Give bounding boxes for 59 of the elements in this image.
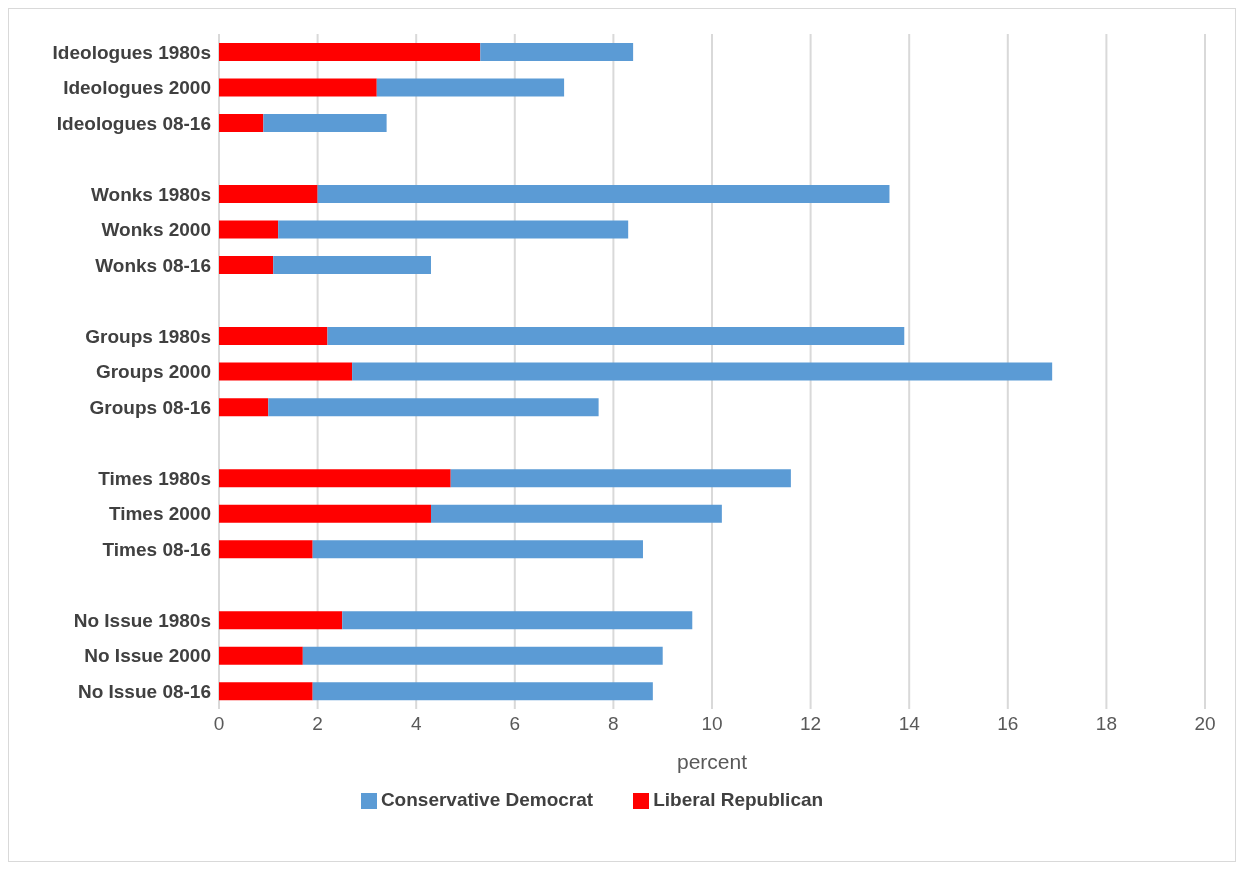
bar <box>219 327 328 346</box>
y-tick-label: No Issue 2000 <box>84 645 211 667</box>
bar <box>219 256 274 275</box>
y-tick-label: Wonks 2000 <box>101 219 211 241</box>
bar <box>219 540 313 559</box>
bar <box>219 184 318 203</box>
bar <box>317 184 890 203</box>
bar <box>376 78 565 97</box>
bar <box>352 362 1053 381</box>
bar <box>219 398 269 417</box>
y-tick-label: Times 2000 <box>108 503 211 525</box>
bar <box>273 256 431 275</box>
y-tick-label: No Issue 08-16 <box>77 680 211 702</box>
bar <box>263 113 387 132</box>
bar <box>219 646 303 665</box>
bar <box>327 327 905 346</box>
y-tick-label: Ideologues 08-16 <box>56 112 211 134</box>
bar <box>268 398 599 417</box>
x-tick-label: 8 <box>608 713 619 735</box>
bar <box>302 646 663 665</box>
x-tick-label: 12 <box>800 713 822 735</box>
bar <box>219 504 431 523</box>
y-tick-label: No Issue 1980s <box>73 609 211 631</box>
legend-label: Conservative Democrat <box>380 789 594 810</box>
x-tick-label: 16 <box>997 713 1019 735</box>
bar <box>278 220 629 239</box>
x-tick-label: 18 <box>1095 713 1117 735</box>
x-tick-label: 0 <box>213 713 225 735</box>
x-tick-label: 20 <box>1194 713 1216 735</box>
bar <box>219 78 377 97</box>
bar <box>450 469 791 488</box>
y-tick-label: Groups 1980s <box>85 325 211 347</box>
bar <box>219 611 343 630</box>
bar <box>219 42 481 61</box>
legend-label: Liberal Republican <box>653 789 824 810</box>
y-tick-label: Groups 08-16 <box>89 396 211 418</box>
x-tick-label: 2 <box>312 713 323 735</box>
bar <box>342 611 693 630</box>
x-axis-title: percent <box>676 750 748 773</box>
y-tick-label: Times 08-16 <box>102 538 211 560</box>
y-tick-label: Groups 2000 <box>95 361 211 383</box>
bar <box>219 113 264 132</box>
bar <box>219 469 451 488</box>
x-tick-label: 4 <box>410 713 422 735</box>
x-tick-label: 14 <box>898 713 921 735</box>
y-tick-label: Wonks 1980s <box>90 183 211 205</box>
y-tick-label: Times 1980s <box>98 467 211 489</box>
x-tick-label: 6 <box>509 713 521 735</box>
x-tick-label: 10 <box>701 713 723 735</box>
bar <box>219 362 353 381</box>
y-tick-label: Wonks 08-16 <box>95 254 211 276</box>
y-tick-label: Ideologues 2000 <box>63 77 211 99</box>
y-tick-label: Ideologues 1980s <box>52 41 211 63</box>
bar <box>480 42 634 61</box>
bar <box>219 220 279 239</box>
bar <box>312 682 653 701</box>
bar <box>312 540 643 559</box>
bar <box>430 504 722 523</box>
bar <box>219 682 313 701</box>
